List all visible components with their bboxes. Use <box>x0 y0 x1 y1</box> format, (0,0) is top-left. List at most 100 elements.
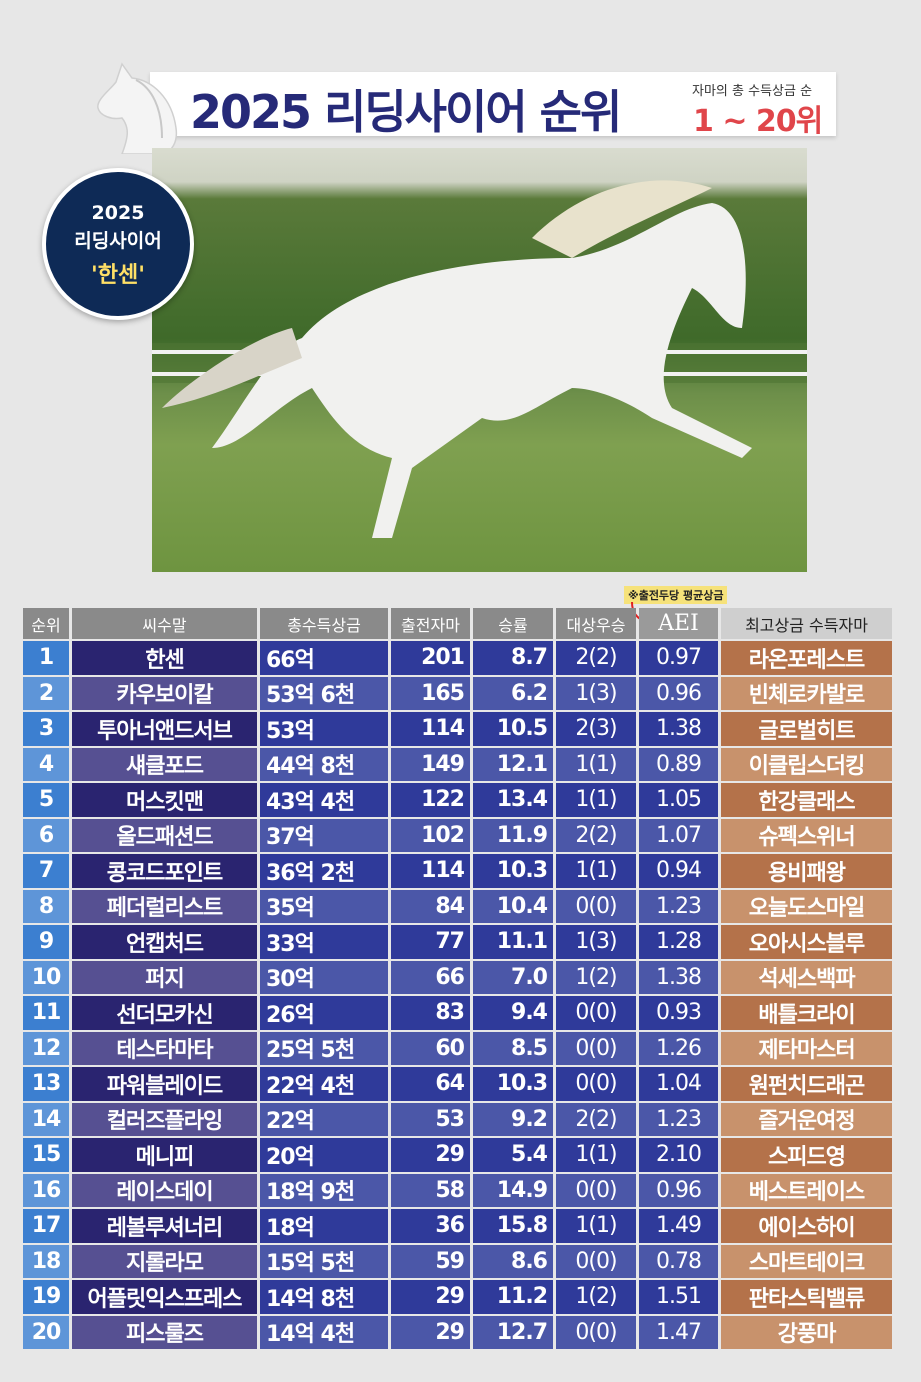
cell-starters: 77 <box>391 925 470 959</box>
cell-win-rate: 6.2 <box>473 676 553 710</box>
cell-aei: 1.28 <box>639 925 718 959</box>
cell-stakes-wins: 1(1) <box>556 854 636 888</box>
cell-sire: 투아너앤드서브 <box>72 712 257 746</box>
cell-stakes-wins: 2(2) <box>556 1102 636 1136</box>
cell-stakes-wins: 1(3) <box>556 925 636 959</box>
cell-win-rate: 11.2 <box>473 1280 553 1314</box>
table-row: 18 지롤라모 15억 5천 59 8.6 0(0) 0.78 스마트테이크 <box>23 1244 892 1278</box>
cell-total-prize: 30억 <box>260 960 388 994</box>
cell-top-earner: 오늘도스마일 <box>721 889 892 923</box>
cell-rank: 11 <box>23 996 69 1030</box>
cell-rank: 2 <box>23 676 69 710</box>
cell-starters: 66 <box>391 960 470 994</box>
cell-aei: 0.96 <box>639 676 718 710</box>
cell-top-earner: 에이스하이 <box>721 1209 892 1243</box>
cell-win-rate: 12.7 <box>473 1315 553 1349</box>
cell-stakes-wins: 1(1) <box>556 747 636 781</box>
cell-rank: 16 <box>23 1173 69 1207</box>
cell-rank: 13 <box>23 1067 69 1101</box>
cell-aei: 1.38 <box>639 960 718 994</box>
table-row: 15 메니피 20억 29 5.4 1(1) 2.10 스피드영 <box>23 1138 892 1172</box>
table-row: 11 선더모카신 26억 83 9.4 0(0) 0.93 배틀크라이 <box>23 996 892 1030</box>
cell-rank: 8 <box>23 889 69 923</box>
cell-top-earner: 배틀크라이 <box>721 996 892 1030</box>
table-row: 17 레볼루셔너리 18억 36 15.8 1(1) 1.49 에이스하이 <box>23 1209 892 1243</box>
cell-top-earner: 글로벌히트 <box>721 712 892 746</box>
cell-sire: 머스킷맨 <box>72 783 257 817</box>
cell-stakes-wins: 0(0) <box>556 1315 636 1349</box>
cell-top-earner: 스피드영 <box>721 1138 892 1172</box>
table-row: 10 퍼지 30억 66 7.0 1(2) 1.38 석세스백파 <box>23 960 892 994</box>
table-row: 16 레이스데이 18억 9천 58 14.9 0(0) 0.96 베스트레이스 <box>23 1173 892 1207</box>
cell-total-prize: 35억 <box>260 889 388 923</box>
cell-sire: 지롤라모 <box>72 1244 257 1278</box>
cell-starters: 149 <box>391 747 470 781</box>
cell-rank: 4 <box>23 747 69 781</box>
cell-total-prize: 43억 4천 <box>260 783 388 817</box>
cell-stakes-wins: 2(2) <box>556 818 636 852</box>
cell-sire: 섀클포드 <box>72 747 257 781</box>
cell-sire: 피스룰즈 <box>72 1315 257 1349</box>
cell-win-rate: 8.7 <box>473 641 553 675</box>
cell-rank: 17 <box>23 1209 69 1243</box>
cell-starters: 122 <box>391 783 470 817</box>
cell-starters: 165 <box>391 676 470 710</box>
cell-total-prize: 66억 <box>260 641 388 675</box>
cell-rank: 15 <box>23 1138 69 1172</box>
cell-aei: 2.10 <box>639 1138 718 1172</box>
cell-win-rate: 10.4 <box>473 889 553 923</box>
cell-total-prize: 14억 4천 <box>260 1315 388 1349</box>
page-title: 2025 리딩사이어 순위 <box>190 85 622 139</box>
cell-starters: 53 <box>391 1102 470 1136</box>
cell-starters: 60 <box>391 1031 470 1065</box>
cell-win-rate: 9.4 <box>473 996 553 1030</box>
cell-total-prize: 25억 5천 <box>260 1031 388 1065</box>
cell-sire: 레이스데이 <box>72 1173 257 1207</box>
cell-sire: 퍼지 <box>72 960 257 994</box>
cell-starters: 29 <box>391 1280 470 1314</box>
cell-stakes-wins: 0(0) <box>556 1031 636 1065</box>
cell-starters: 36 <box>391 1209 470 1243</box>
cell-win-rate: 14.9 <box>473 1173 553 1207</box>
cell-sire: 메니피 <box>72 1138 257 1172</box>
cell-stakes-wins: 1(1) <box>556 1138 636 1172</box>
table-row: 13 파워블레이드 22억 4천 64 10.3 0(0) 1.04 원펀치드래곤 <box>23 1067 892 1101</box>
cell-aei: 1.47 <box>639 1315 718 1349</box>
cell-win-rate: 11.9 <box>473 818 553 852</box>
cell-total-prize: 18억 9천 <box>260 1173 388 1207</box>
cell-stakes-wins: 0(0) <box>556 889 636 923</box>
column-header-top-earner: 최고상금 수득자마 <box>721 608 892 639</box>
cell-sire: 올드패션드 <box>72 818 257 852</box>
cell-top-earner: 판타스틱밸류 <box>721 1280 892 1314</box>
cell-sire: 선더모카신 <box>72 996 257 1030</box>
cell-top-earner: 즐거운여정 <box>721 1102 892 1136</box>
cell-sire: 컬러즈플라잉 <box>72 1102 257 1136</box>
cell-rank: 1 <box>23 641 69 675</box>
table-row: 14 컬러즈플라잉 22억 53 9.2 2(2) 1.23 즐거운여정 <box>23 1102 892 1136</box>
table-row: 9 언캡처드 33억 77 11.1 1(3) 1.28 오아시스블루 <box>23 925 892 959</box>
cell-win-rate: 8.5 <box>473 1031 553 1065</box>
cell-total-prize: 37억 <box>260 818 388 852</box>
cell-top-earner: 오아시스블루 <box>721 925 892 959</box>
cell-sire: 레볼루셔너리 <box>72 1209 257 1243</box>
cell-top-earner: 빈체로카발로 <box>721 676 892 710</box>
cell-win-rate: 5.4 <box>473 1138 553 1172</box>
column-header-rank: 순위 <box>23 608 69 639</box>
cell-win-rate: 8.6 <box>473 1244 553 1278</box>
table-row: 20 피스룰즈 14억 4천 29 12.7 0(0) 1.47 강풍마 <box>23 1315 892 1349</box>
leading-sire-badge: 2025 리딩사이어 '한센' <box>42 168 194 320</box>
cell-rank: 9 <box>23 925 69 959</box>
aei-note: ※출전두당 평균상금 <box>624 586 728 604</box>
cell-total-prize: 36억 2천 <box>260 854 388 888</box>
cell-aei: 1.26 <box>639 1031 718 1065</box>
cell-total-prize: 53억 <box>260 712 388 746</box>
cell-starters: 29 <box>391 1315 470 1349</box>
cell-aei: 0.78 <box>639 1244 718 1278</box>
cell-total-prize: 18억 <box>260 1209 388 1243</box>
column-header-win-rate: 승률 <box>473 608 553 639</box>
cell-rank: 12 <box>23 1031 69 1065</box>
cell-total-prize: 53억 6천 <box>260 676 388 710</box>
column-header-aei: AEI <box>639 608 718 639</box>
cell-rank: 10 <box>23 960 69 994</box>
table-row: 19 어플릿익스프레스 14억 8천 29 11.2 1(2) 1.51 판타스틱밸류 <box>23 1280 892 1314</box>
